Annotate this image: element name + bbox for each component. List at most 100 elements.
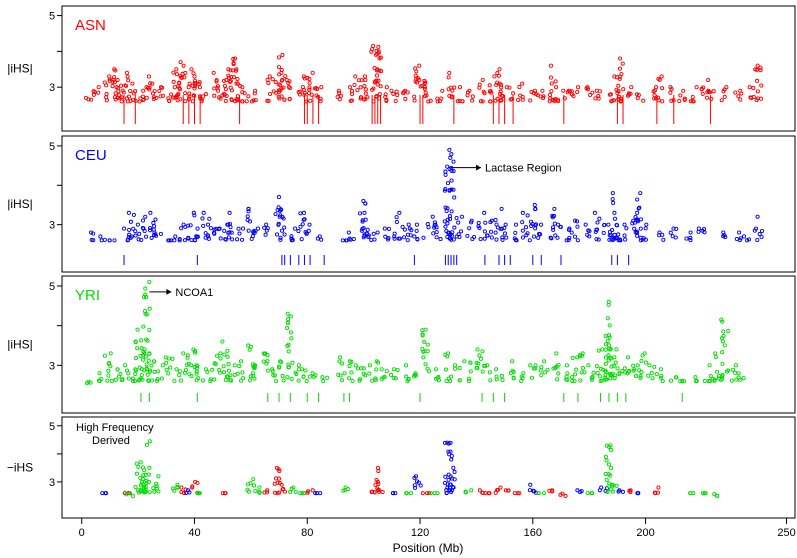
data-point bbox=[337, 359, 342, 364]
data-point bbox=[635, 233, 640, 238]
data-point bbox=[607, 323, 612, 328]
data-point bbox=[262, 225, 267, 230]
data-point bbox=[449, 237, 454, 242]
data-point bbox=[120, 377, 125, 382]
data-point bbox=[551, 366, 556, 371]
data-point bbox=[247, 219, 253, 224]
data-point bbox=[192, 213, 197, 218]
data-point bbox=[720, 350, 725, 355]
data-point bbox=[413, 485, 418, 490]
data-point bbox=[112, 80, 117, 85]
data-point bbox=[336, 372, 341, 377]
data-point bbox=[222, 352, 227, 357]
data-point bbox=[603, 361, 608, 366]
data-point bbox=[358, 85, 363, 90]
data-point bbox=[400, 224, 405, 229]
data-point bbox=[91, 92, 96, 97]
data-point bbox=[635, 197, 640, 202]
panel-label: CEU bbox=[75, 147, 107, 164]
data-point bbox=[550, 213, 555, 219]
data-point bbox=[127, 491, 133, 496]
data-point bbox=[339, 93, 344, 98]
data-point bbox=[88, 230, 94, 235]
data-point bbox=[510, 96, 515, 102]
data-point bbox=[307, 87, 312, 92]
data-point bbox=[630, 221, 635, 226]
data-point bbox=[500, 377, 505, 383]
data-point bbox=[186, 235, 191, 240]
data-point bbox=[652, 96, 657, 101]
data-point bbox=[482, 229, 487, 234]
data-point bbox=[184, 491, 189, 496]
data-point bbox=[654, 372, 659, 377]
data-point bbox=[627, 92, 632, 97]
data-point bbox=[446, 75, 451, 80]
data-point bbox=[278, 235, 283, 240]
data-point bbox=[503, 222, 508, 227]
data-point bbox=[394, 89, 399, 94]
data-point bbox=[365, 95, 370, 100]
data-point bbox=[647, 363, 652, 368]
data-point bbox=[206, 236, 211, 241]
data-point bbox=[135, 327, 140, 332]
data-point bbox=[480, 99, 485, 104]
data-point bbox=[414, 222, 419, 227]
data-point bbox=[124, 83, 129, 88]
data-point bbox=[569, 92, 575, 97]
data-point bbox=[166, 371, 171, 376]
data-point bbox=[597, 216, 602, 221]
data-point bbox=[757, 232, 762, 237]
data-point bbox=[240, 237, 245, 242]
data-point bbox=[561, 88, 566, 93]
data-point bbox=[605, 316, 610, 321]
data-point bbox=[278, 237, 283, 242]
data-point bbox=[309, 92, 314, 97]
data-point bbox=[514, 238, 519, 243]
data-point bbox=[128, 98, 133, 103]
data-point bbox=[218, 96, 223, 101]
data-point bbox=[179, 378, 184, 383]
data-point bbox=[734, 377, 739, 382]
data-point bbox=[197, 491, 202, 496]
data-point bbox=[499, 82, 504, 87]
y-axis-label: −iHS bbox=[7, 461, 33, 475]
data-point bbox=[376, 469, 381, 474]
data-point bbox=[112, 75, 117, 80]
data-point bbox=[228, 225, 233, 230]
data-point bbox=[266, 98, 271, 104]
data-point bbox=[579, 489, 584, 494]
data-point bbox=[495, 225, 500, 230]
significance-bars bbox=[123, 95, 711, 124]
data-point bbox=[449, 152, 454, 157]
data-point bbox=[155, 377, 160, 382]
data-point bbox=[503, 488, 508, 493]
data-point bbox=[443, 224, 448, 229]
data-point bbox=[276, 55, 282, 60]
data-point bbox=[228, 373, 233, 378]
data-point bbox=[287, 79, 292, 84]
data-point bbox=[570, 379, 575, 384]
data-point bbox=[755, 214, 760, 219]
data-point bbox=[536, 235, 541, 240]
data-point bbox=[493, 217, 498, 223]
data-point bbox=[513, 230, 518, 235]
data-point bbox=[739, 91, 744, 96]
data-point bbox=[116, 89, 121, 94]
data-point bbox=[653, 491, 658, 496]
data-point bbox=[340, 361, 345, 366]
data-point bbox=[347, 236, 352, 241]
data-point bbox=[451, 169, 456, 174]
data-point bbox=[191, 71, 196, 76]
data-point bbox=[267, 74, 272, 79]
data-point bbox=[688, 238, 693, 243]
data-point bbox=[185, 353, 190, 358]
data-point bbox=[102, 353, 108, 358]
data-point bbox=[277, 214, 282, 219]
data-point bbox=[225, 348, 230, 353]
data-point bbox=[152, 224, 157, 229]
data-point bbox=[634, 231, 639, 236]
data-point bbox=[632, 367, 637, 372]
data-point bbox=[147, 369, 152, 374]
data-point bbox=[240, 99, 245, 104]
data-point bbox=[367, 363, 372, 368]
